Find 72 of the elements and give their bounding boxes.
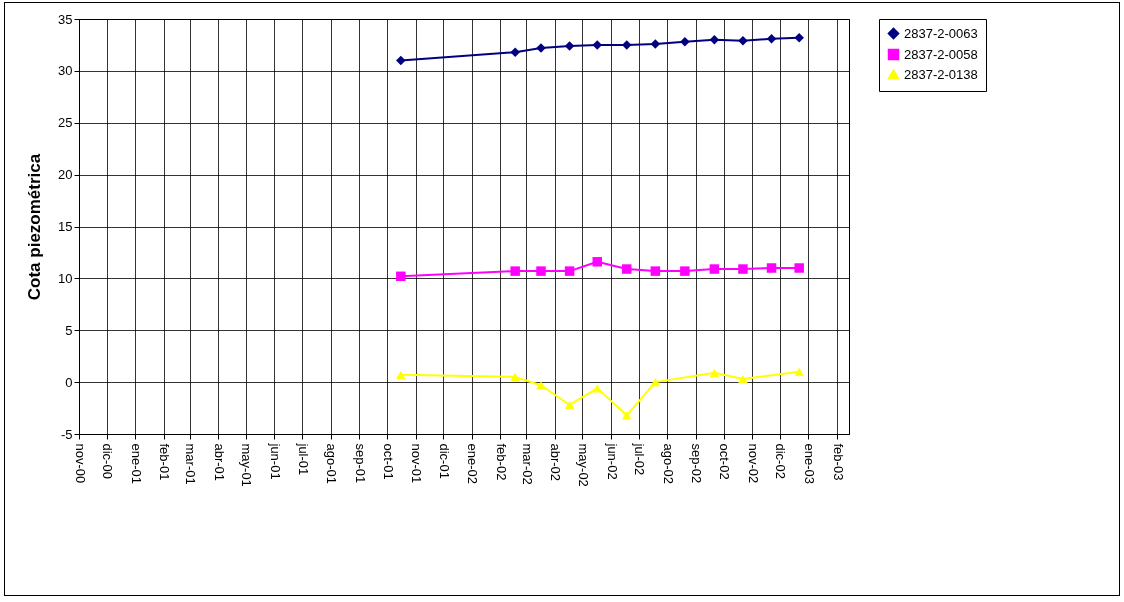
x-tick-label: feb-01 (157, 443, 173, 481)
y-tick-label: 15 (58, 219, 73, 234)
point (510, 266, 520, 276)
x-tick-label: abr-01 (211, 443, 227, 482)
point (680, 266, 690, 276)
x-tick-label: nov-00 (72, 443, 88, 484)
point (536, 266, 546, 276)
point (766, 33, 777, 44)
point (396, 271, 406, 282)
point (794, 32, 804, 43)
point (510, 372, 520, 382)
point (564, 266, 575, 276)
legend-label: 2837-2-0058 (904, 46, 978, 62)
x-tick-label: nov-01 (409, 443, 425, 484)
point (650, 378, 661, 387)
point (738, 264, 748, 274)
point (650, 266, 661, 276)
x-tick-label: ago-01 (324, 443, 340, 484)
x-tick-label: mar-02 (519, 443, 535, 485)
y-tick-label: 20 (58, 167, 73, 183)
x-tick-label: ago-02 (660, 443, 676, 484)
x-tick-label: may-01 (239, 443, 255, 487)
legend-label: 2837-2-0063 (904, 25, 978, 41)
x-tick-label: nov-02 (745, 443, 761, 484)
point (709, 368, 720, 377)
point (794, 263, 804, 273)
point (592, 257, 602, 267)
point (564, 41, 575, 51)
y-tick-label: 35 (58, 11, 73, 27)
point (396, 55, 406, 66)
x-tick-label: jul-01 (295, 442, 311, 476)
x-tick-label: sep-02 (689, 443, 705, 484)
point (680, 37, 690, 47)
y-axis-title: Cota piezométrica (25, 153, 45, 301)
x-tick-label: dic-01 (436, 443, 452, 479)
x-tick-label: feb-03 (830, 443, 846, 481)
point (766, 263, 777, 273)
y-tick-label: 25 (58, 115, 73, 131)
point (622, 40, 632, 50)
x-tick-label: dic-00 (100, 443, 116, 479)
y-tick-label: 30 (58, 63, 73, 79)
x-tick-label: ene-03 (801, 443, 817, 484)
y-tick-label: 0 (65, 374, 73, 390)
x-tick-label: jun-01 (268, 442, 283, 480)
x-tick-label: jul-02 (632, 442, 648, 476)
x-tick-label: ene-01 (128, 443, 144, 484)
point (536, 381, 546, 390)
point (709, 35, 720, 45)
x-tick-label: mar-01 (183, 443, 199, 485)
point (709, 264, 720, 274)
point (738, 36, 748, 46)
point (564, 400, 575, 410)
x-tick-label: jun-02 (604, 442, 620, 480)
point (794, 367, 804, 376)
point (592, 40, 602, 50)
x-tick-label: dic-02 (773, 443, 789, 479)
x-tick-label: oct-02 (717, 443, 733, 480)
x-tick-label: oct-01 (380, 443, 396, 480)
y-tick-label: -5 (60, 426, 73, 442)
point (622, 264, 632, 274)
legend-label: 2837-2-0138 (904, 66, 978, 82)
y-tick-label: 10 (58, 270, 73, 286)
point (510, 47, 520, 57)
point (738, 374, 748, 384)
point (396, 370, 406, 379)
x-tick-label: may-02 (576, 443, 591, 487)
point (650, 39, 661, 49)
x-tick-label: ene-02 (465, 443, 481, 484)
x-tick-label: abr-02 (548, 443, 564, 482)
y-tick-label: 5 (65, 322, 73, 338)
x-tick-label: feb-02 (493, 443, 509, 481)
x-tick-label: sep-01 (352, 443, 368, 484)
